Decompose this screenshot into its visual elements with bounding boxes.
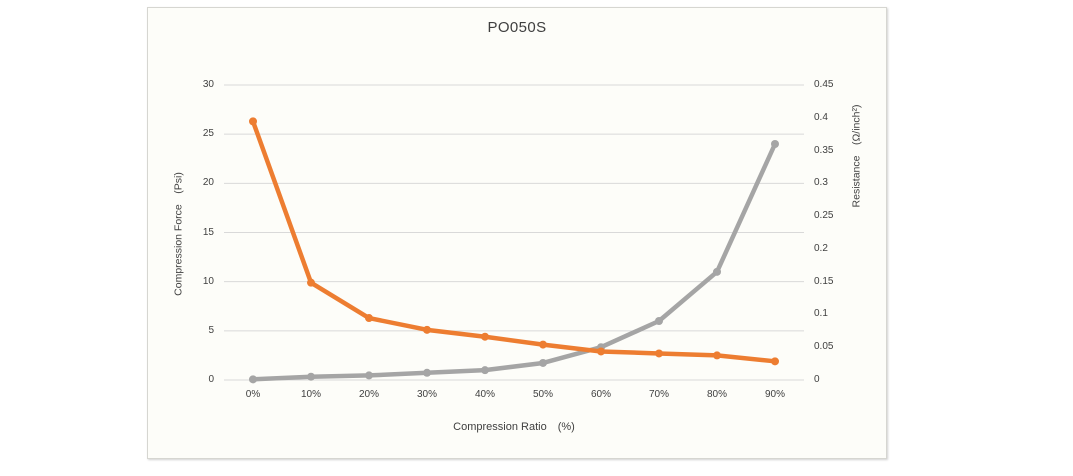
- right-axis-tick: 0.35: [814, 144, 834, 156]
- left-axis-tick: 30: [202, 79, 214, 90]
- chart-title: PO050S: [487, 19, 547, 36]
- right-axis-tick: 0.45: [814, 79, 834, 90]
- left-axis-tick: 25: [202, 128, 214, 140]
- right-axis-tick: 0.1: [814, 308, 828, 320]
- right-axis-tick: 0.15: [814, 275, 834, 287]
- marker-compression-force: [713, 351, 721, 360]
- x-axis-tick: 60%: [590, 389, 611, 400]
- marker-resistance: [365, 371, 373, 380]
- marker-compression-force: [597, 347, 605, 356]
- marker-compression-force: [655, 349, 663, 358]
- marker-resistance: [249, 375, 257, 384]
- left-axis-tick: 0: [208, 374, 214, 385]
- x-axis-tick: 80%: [706, 389, 727, 400]
- x-axis-title: Compression Ratio (%): [453, 421, 575, 433]
- marker-resistance: [655, 317, 663, 325]
- series-line-resistance: [250, 141, 778, 382]
- marker-resistance: [307, 372, 315, 381]
- marker-compression-force: [365, 314, 373, 323]
- marker-resistance: [771, 140, 779, 148]
- x-axis-tick: 10%: [300, 389, 321, 400]
- marker-resistance: [423, 368, 431, 377]
- right-axis-tick: 0.05: [814, 341, 834, 353]
- right-axis-tick: 0: [814, 374, 820, 385]
- right-axis-tick: 0.4: [814, 111, 828, 123]
- chart-container: PO050S Compression Force (Psi) Resistanc…: [147, 7, 887, 459]
- x-axis-tick: 20%: [358, 389, 379, 400]
- x-axis-tick: 50%: [532, 389, 553, 400]
- marker-compression-force: [423, 325, 431, 334]
- marker-resistance: [713, 267, 721, 276]
- marker-compression-force: [307, 278, 315, 287]
- marker-compression-force: [249, 117, 257, 126]
- left-axis-tick: 15: [202, 226, 214, 238]
- plot-area: [224, 84, 804, 384]
- marker-compression-force: [539, 340, 547, 349]
- left-axis-tick: 5: [208, 324, 214, 336]
- left-axis-tick: 10: [202, 275, 214, 287]
- marker-resistance: [539, 358, 547, 367]
- x-axis-tick: 0%: [245, 389, 261, 400]
- x-axis-tick: 70%: [648, 389, 669, 400]
- series-line-compression-force: [250, 119, 778, 364]
- x-axis-tick: 40%: [474, 389, 495, 400]
- marker-compression-force: [771, 357, 779, 366]
- right-axis-title: Resistance (Ω/inch²): [850, 104, 863, 208]
- right-axis-tick: 0.25: [814, 210, 834, 222]
- right-axis-tick: 0.3: [814, 177, 828, 189]
- left-axis-tick: 20: [202, 177, 214, 189]
- x-axis-tick: 90%: [764, 389, 785, 400]
- right-axis-tick: 0.2: [814, 242, 828, 254]
- x-axis-tick: 30%: [416, 389, 437, 400]
- marker-resistance: [481, 366, 489, 375]
- marker-compression-force: [481, 332, 489, 341]
